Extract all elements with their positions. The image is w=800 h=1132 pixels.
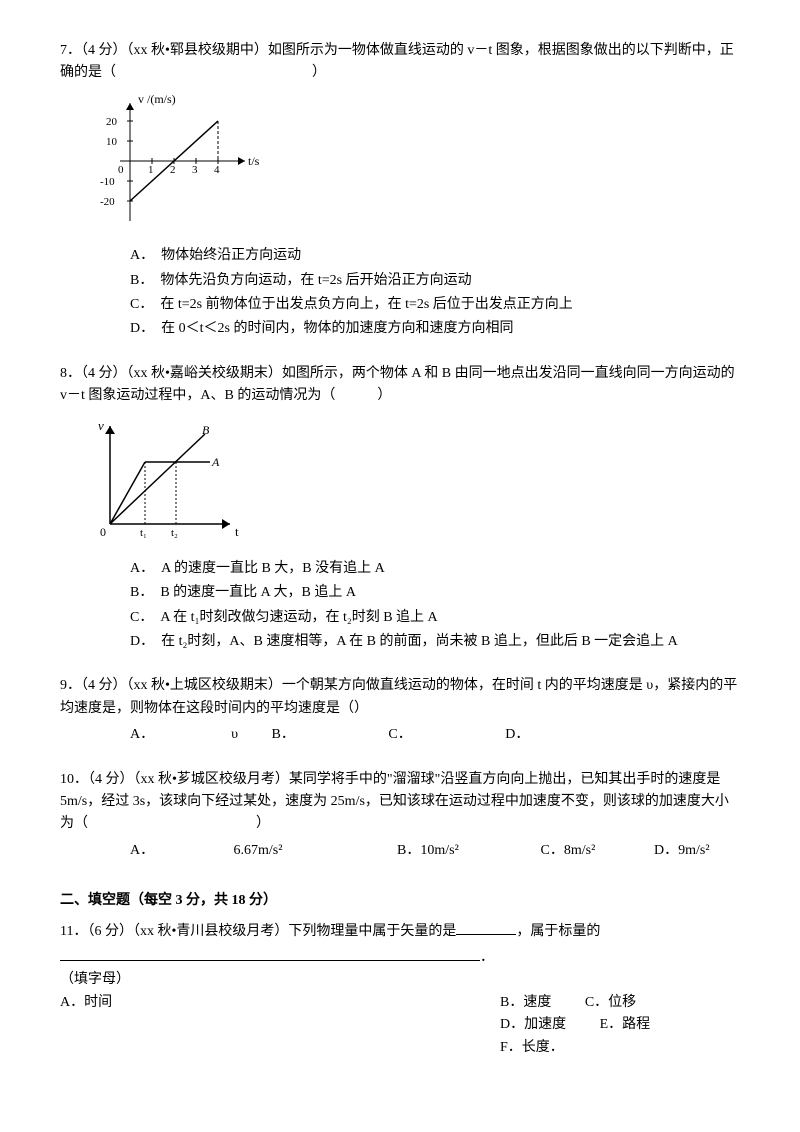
q9-opt-c: C． — [388, 724, 411, 746]
q11-stem: 11．（6 分）（xx 秋•青川县校级月考）下列物理量中属于矢量的是 ，属于标量的 — [60, 921, 740, 943]
q10-options: A． 6.67m/s² B．10m/s² C．8m/s² D．9m/s² — [60, 840, 740, 862]
svg-text:-10: -10 — [100, 176, 115, 188]
question-9: 9．（4 分）（xx 秋•上城区校级期末）一个朝某方向做直线运动的物体，在时间 … — [60, 675, 740, 746]
q11-row4: F．长度． — [60, 1037, 740, 1059]
q9-stem: 9．（4 分）（xx 秋•上城区校级期末）一个朝某方向做直线运动的物体，在时间 … — [60, 675, 740, 720]
q10-opt-b: B．10m/s² — [397, 840, 507, 862]
q7-opt-b: B． 物体先沿负方向运动，在 t=2s 后开始沿正方向运动 — [130, 270, 740, 292]
svg-text:4: 4 — [214, 164, 220, 176]
q7-graph: v /(m/s) t/s 20 10 0 -10 -20 1 2 3 4 — [90, 91, 740, 239]
svg-text:A: A — [211, 455, 220, 469]
q11-stem-c: ．（填字母） — [60, 950, 494, 987]
q11-row2: A．时间 B．速度 C．位移 — [60, 992, 740, 1014]
q10-opt-a-label: A． — [130, 840, 200, 862]
section-2-header: 二、填空题（每空 3 分，共 18 分） — [60, 890, 740, 912]
q7-xlabel: t/s — [248, 154, 260, 168]
q9-options: A． υ B． C． D． — [60, 724, 740, 746]
q9-opt-d: D． — [505, 724, 529, 746]
q7-opt-c: C． 在 t=2s 前物体位于出发点负方向上，在 t=2s 后位于出发点正方向上 — [130, 294, 740, 316]
q8-opt-a: A． A 的速度一直比 B 大，B 没有追上 A — [130, 558, 740, 580]
q11-opt-d: D．加速度 — [500, 1014, 566, 1036]
q11-stem-a: 11．（6 分）（xx 秋•青川县校级月考）下列物理量中属于矢量的是 — [60, 924, 456, 939]
question-11: 11．（6 分）（xx 秋•青川县校级月考）下列物理量中属于矢量的是 ，属于标量的… — [60, 921, 740, 1059]
q11-opt-f: F．长度． — [500, 1037, 564, 1059]
svg-text:0: 0 — [100, 525, 106, 539]
q11-row1: ．（填字母） — [60, 947, 740, 992]
svg-text:B: B — [202, 423, 210, 437]
q8-opt-b: B． B 的速度一直比 A 大，B 追上 A — [130, 582, 740, 604]
question-10: 10．（4 分）（xx 秋•芗城区校级月考）某同学将手中的"溜溜球"沿竖直方向向… — [60, 769, 740, 863]
q8-options: A． A 的速度一直比 B 大，B 没有追上 A B． B 的速度一直比 A 大… — [60, 558, 740, 654]
q11-opt-e: E．路程 — [600, 1014, 651, 1036]
q10-opt-c: C．8m/s² — [541, 840, 621, 862]
q8-stem: 8．（4 分）（xx 秋•嘉峪关校级期末）如图所示，两个物体 A 和 B 由同一… — [60, 363, 740, 408]
q10-opt-d: D．9m/s² — [654, 840, 710, 862]
svg-text:-20: -20 — [100, 196, 115, 208]
q7-stem: 7．（4 分）（xx 秋•郓县校级期中）如图所示为一物体做直线运动的 v－t 图… — [60, 40, 740, 85]
fill-blank-1[interactable] — [456, 934, 516, 935]
q10-opt-a-value: 6.67m/s² — [234, 840, 364, 862]
svg-text:20: 20 — [106, 116, 118, 128]
q11-opt-a: A．时间 — [60, 995, 112, 1010]
q10-stem: 10．（4 分）（xx 秋•芗城区校级月考）某同学将手中的"溜溜球"沿竖直方向向… — [60, 769, 740, 836]
question-7: 7．（4 分）（xx 秋•郓县校级期中）如图所示为一物体做直线运动的 v－t 图… — [60, 40, 740, 341]
svg-text:v: v — [98, 418, 104, 433]
q7-opt-a: A． 物体始终沿正方向运动 — [130, 245, 740, 267]
svg-text:0: 0 — [118, 164, 124, 176]
q7-options: A． 物体始终沿正方向运动 B． 物体先沿负方向运动，在 t=2s 后开始沿正方… — [60, 245, 740, 341]
svg-text:1: 1 — [148, 164, 154, 176]
q11-stem-b: ，属于标量的 — [516, 924, 600, 939]
svg-text:t₁: t₁ — [140, 527, 147, 539]
fill-blank-2[interactable] — [60, 960, 480, 961]
q11-opt-b: B．速度 — [500, 992, 551, 1014]
q8-opt-d: D． 在 t₂时刻，A、B 速度相等，A 在 B 的前面，尚未被 B 追上，但此… — [130, 631, 740, 653]
svg-text:t: t — [235, 524, 239, 539]
svg-text:3: 3 — [192, 164, 198, 176]
q9-opt-b: B． — [272, 724, 295, 746]
q11-opt-c: C．位移 — [585, 992, 636, 1014]
q8-opt-c: C． A 在 t₁时刻改做匀速运动，在 t₂时刻 B 追上 A — [130, 607, 740, 629]
svg-text:2: 2 — [170, 164, 176, 176]
q11-row3: D．加速度 E．路程 — [60, 1014, 740, 1036]
q9-opt-a: A． υ — [130, 724, 238, 746]
q8-graph: v t 0 A B t₁ t₂ — [90, 414, 740, 552]
question-8: 8．（4 分）（xx 秋•嘉峪关校级期末）如图所示，两个物体 A 和 B 由同一… — [60, 363, 740, 654]
svg-text:t₂: t₂ — [171, 527, 178, 539]
q7-opt-d: D． 在 0＜t＜2s 的时间内，物体的加速度方向和速度方向相同 — [130, 318, 740, 340]
q7-ylabel: v /(m/s) — [138, 92, 176, 106]
svg-text:10: 10 — [106, 136, 118, 148]
